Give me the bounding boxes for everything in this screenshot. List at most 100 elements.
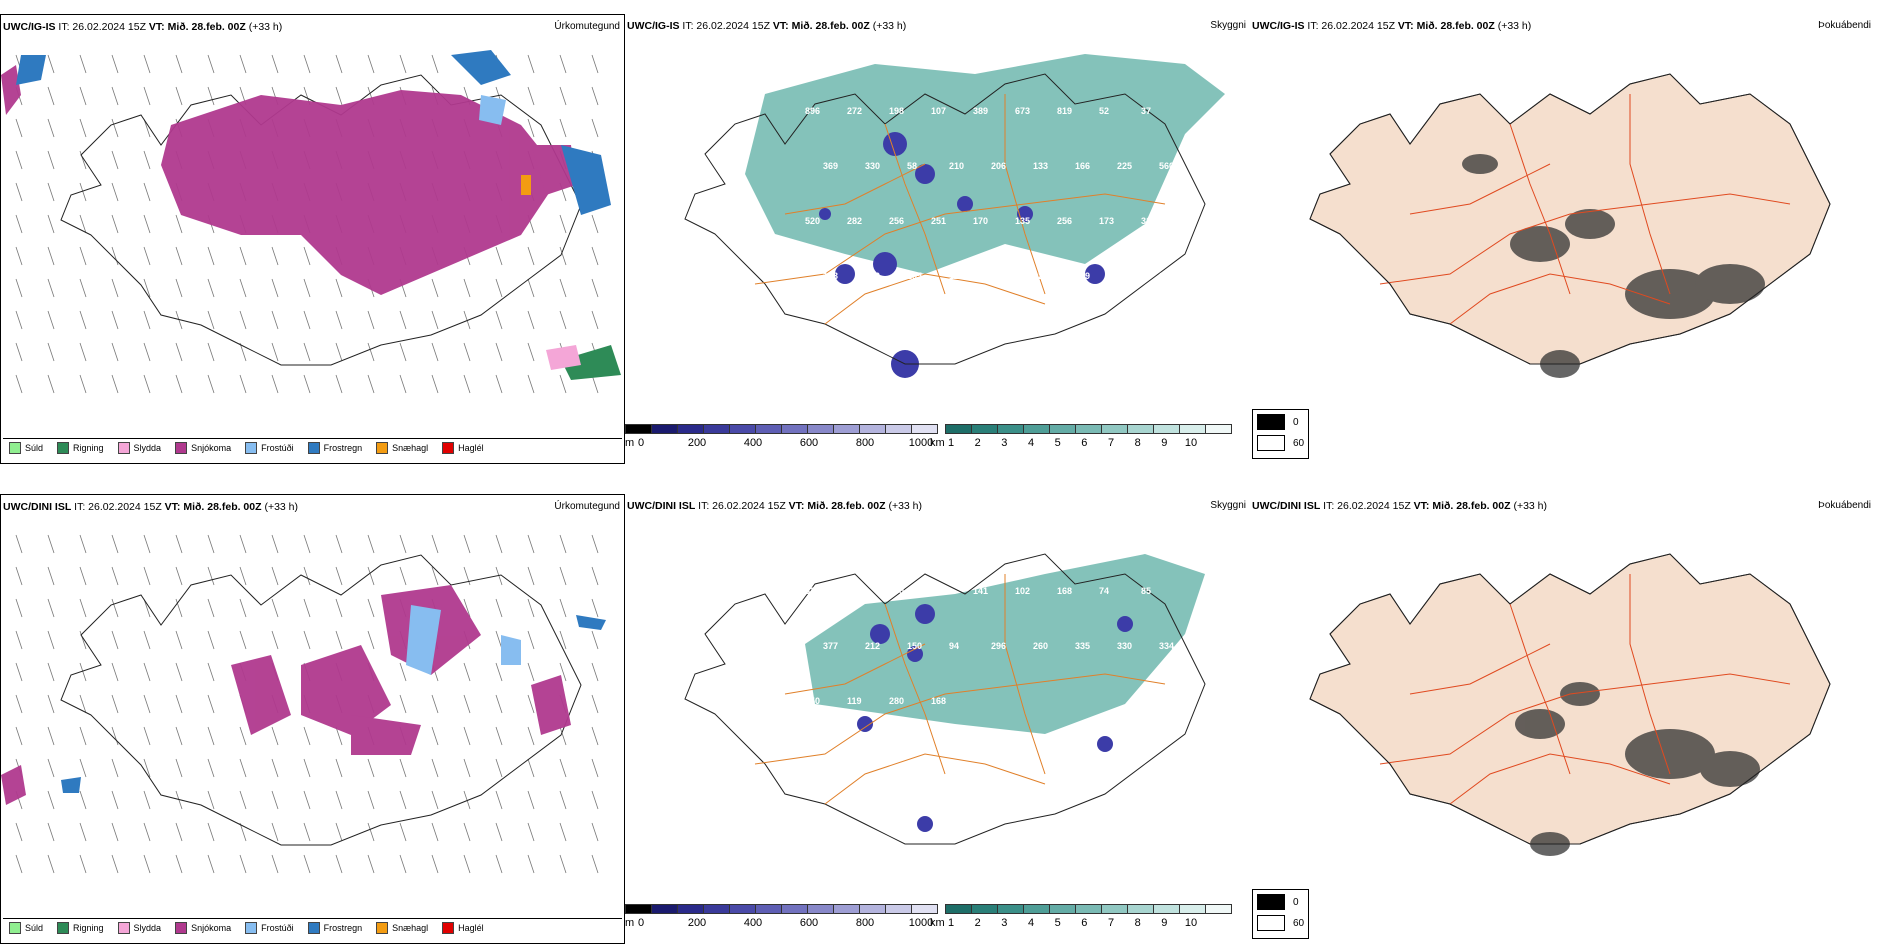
wind-barb	[175, 822, 183, 842]
precip-type-panel-row2: UWC/DINI ISL IT: 26.02.2024 15Z VT: Mið.…	[0, 494, 625, 944]
wind-barb	[495, 790, 503, 810]
wind-barb	[111, 54, 119, 74]
wind-barb	[431, 758, 439, 778]
colorbar-cell	[1101, 424, 1127, 434]
wind-barb	[271, 246, 279, 266]
precip-type-legend: Súld Rigning Slydda Snjókoma Frostúði Frostre…	[3, 438, 622, 457]
wind-barb	[495, 310, 503, 330]
wind-barb	[303, 342, 311, 362]
coastline	[684, 73, 1206, 365]
fog-swatch-60	[1257, 915, 1285, 931]
wind-barb	[175, 374, 183, 394]
wind-barb	[15, 118, 23, 138]
legend-item: Frostregn	[307, 922, 362, 934]
wind-barb	[463, 726, 471, 746]
wind-barb	[79, 86, 87, 106]
fog-label: 60	[1293, 437, 1305, 449]
colorbar-cell	[1075, 904, 1101, 914]
cloudbase-label: 334	[1159, 641, 1174, 651]
colorbar-tick: 400	[743, 917, 763, 929]
wind-barb	[271, 790, 279, 810]
cloudbase-label: 335	[1075, 641, 1090, 651]
wind-barb	[463, 790, 471, 810]
wind-barb	[463, 310, 471, 330]
fog-map	[1309, 553, 1831, 856]
colorbar-cell	[703, 424, 729, 434]
legend-label: Haglél	[458, 443, 484, 453]
panel-title: Skyggni	[1210, 500, 1246, 511]
wind-barb	[335, 758, 343, 778]
legend-label: Súld	[25, 443, 44, 453]
cloudbase-label: 168	[931, 696, 946, 706]
cloudbase-map: 539 101 300 72 141 102 168 74 85 377 212 150 94 296 26…	[684, 553, 1206, 845]
legend-swatch	[57, 442, 70, 454]
legend-swatch	[376, 922, 389, 934]
wind-barb	[367, 790, 375, 810]
wind-barb	[271, 630, 279, 650]
legend-swatch	[9, 922, 21, 934]
wind-barb	[175, 534, 183, 554]
cloudbase-unit: m	[625, 917, 635, 929]
wind-barb	[15, 534, 23, 554]
wind-barb	[527, 790, 535, 810]
cloudbase-label: 133	[1033, 161, 1048, 171]
colorbar-cell	[997, 904, 1023, 914]
wind-barb	[79, 854, 87, 874]
wind-barb	[15, 630, 23, 650]
wind-barb	[143, 54, 151, 74]
wind-barb	[239, 246, 247, 266]
model-name: UWC/DINI ISL	[1252, 500, 1321, 512]
cloudbase-label: 282	[847, 216, 862, 226]
wind-barb	[271, 342, 279, 362]
wind-barb	[111, 342, 119, 362]
wind-barb	[207, 86, 215, 106]
panel-title: Skyggni	[1210, 20, 1246, 31]
wind-barb	[47, 310, 55, 330]
fog-label: 0	[1293, 896, 1299, 908]
wind-barb	[335, 342, 343, 362]
colorbar-cell	[859, 904, 885, 914]
wind-barb	[239, 342, 247, 362]
wind-barb	[143, 854, 151, 874]
wind-barb	[239, 278, 247, 298]
wind-barb	[143, 150, 151, 170]
legend-item: Rigning	[57, 442, 104, 454]
cloudbase-label: 126	[1033, 271, 1048, 281]
wind-barb	[335, 374, 343, 394]
wind-barb	[47, 54, 55, 74]
colorbar-tick: 4	[1027, 437, 1035, 449]
wind-barb	[271, 598, 279, 618]
issue-time: IT: 26.02.2024 15Z	[74, 501, 162, 513]
cloudbase-label: 117	[949, 271, 964, 281]
road	[1004, 94, 1046, 295]
cloudbase-label: 37	[1141, 106, 1151, 116]
wind-barb	[335, 54, 343, 74]
wind-barb	[527, 598, 535, 618]
cloudbase-label: 170	[973, 216, 988, 226]
panel-header: UWC/IG-IS IT: 26.02.2024 15Z VT: Mið. 28…	[1252, 20, 1871, 34]
wind-barb	[175, 758, 183, 778]
valid-label: VT:	[1413, 500, 1430, 512]
wind-barb	[303, 630, 311, 650]
wind-barb	[47, 854, 55, 874]
wind-barb	[143, 758, 151, 778]
panel-title: Þokuábendi	[1818, 500, 1871, 511]
wind-barb	[399, 534, 407, 554]
wind-barb	[431, 726, 439, 746]
wind-barb	[431, 534, 439, 554]
lead-time: (+33 h)	[248, 21, 283, 33]
road	[754, 673, 1166, 765]
lead-time: (+33 h)	[872, 20, 907, 32]
colorbar-tick: 1	[947, 437, 955, 449]
road	[1379, 673, 1791, 765]
wind-barb	[111, 278, 119, 298]
wind-barb	[47, 86, 55, 106]
cloudbase-label: 256	[1057, 216, 1072, 226]
fog-swatch-0	[1257, 894, 1285, 910]
cloudbase-label: 210	[949, 161, 964, 171]
cloudbase-label: 520	[805, 216, 820, 226]
legend-item: Snæhagl	[376, 442, 428, 454]
wind-barb	[207, 790, 215, 810]
colorbar-cell	[997, 424, 1023, 434]
wind-barb	[431, 278, 439, 298]
